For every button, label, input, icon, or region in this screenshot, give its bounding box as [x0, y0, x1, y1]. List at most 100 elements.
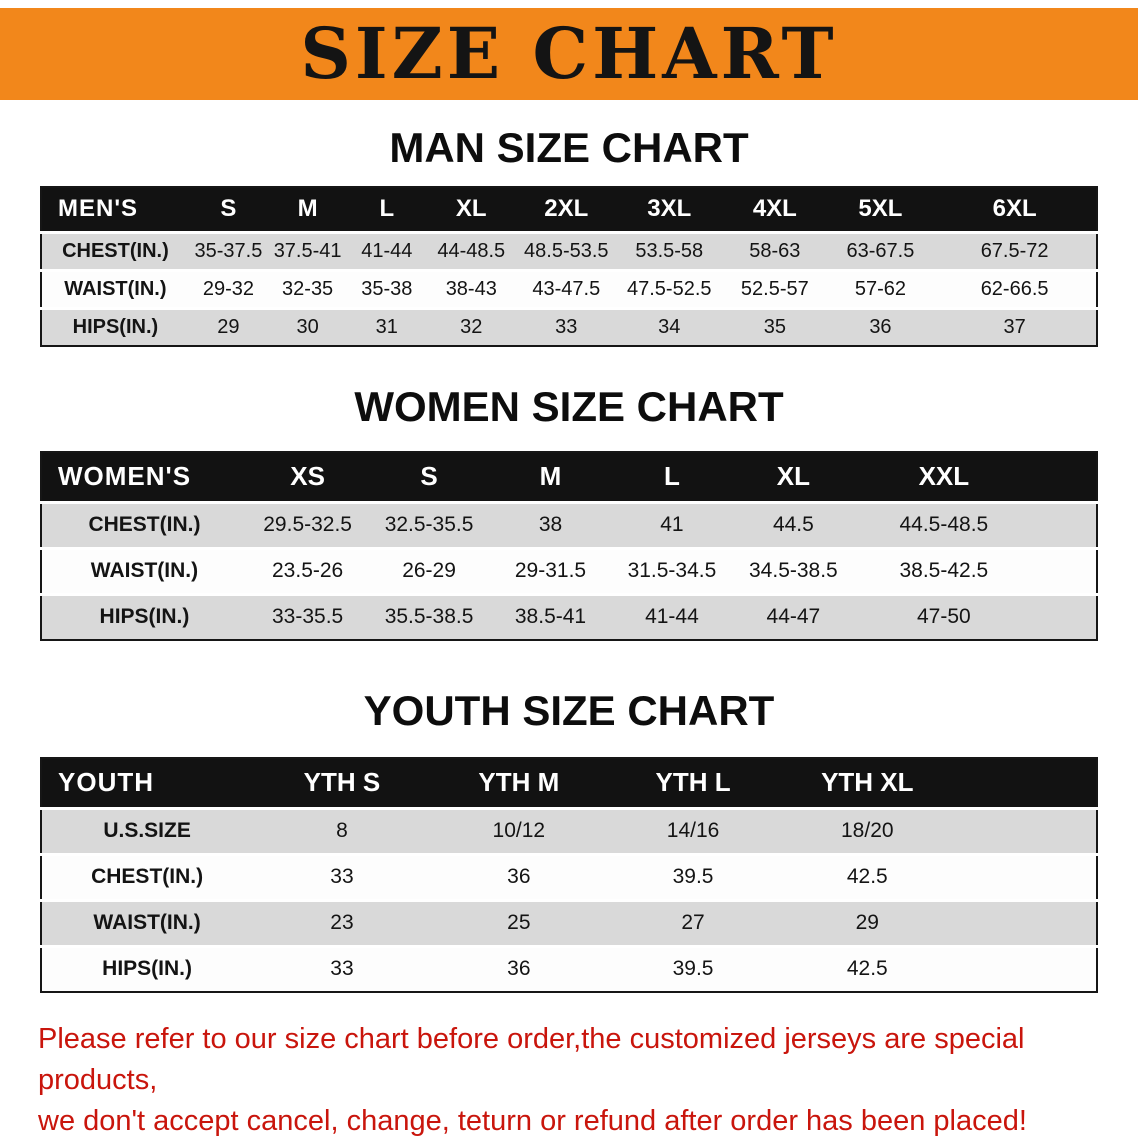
men-table-row: HIPS(IN.) 29 30 31 32 33 34 35 36 37	[41, 306, 1097, 346]
column-header-6xl: 6XL	[933, 187, 1097, 232]
column-header-s: S	[188, 187, 269, 232]
size-value-cell: 29.5-32.5	[246, 500, 369, 548]
size-value-cell: 47-50	[854, 592, 1034, 640]
size-value-cell: 63-67.5	[827, 230, 934, 270]
size-value-cell: 35-37.5	[188, 230, 269, 270]
size-value-cell: 48.5-53.5	[516, 230, 617, 270]
size-value-cell: 8	[252, 806, 432, 854]
size-value-cell: 41	[611, 500, 733, 548]
size-value-cell: 32-35	[268, 268, 348, 308]
women-section-title: WOMEN SIZE CHART	[354, 383, 784, 430]
size-value-cell: 35-38	[347, 268, 427, 308]
size-value-cell: 33	[516, 306, 617, 346]
size-value-cell: 39.5	[605, 944, 781, 992]
women-table-row: WAIST(IN.) 23.5-26 26-29 29-31.5 31.5-34.5 34…	[41, 546, 1097, 594]
size-value-cell: 31.5-34.5	[611, 546, 733, 594]
men-table-row: CHEST(IN.) 35-37.5 37.5-41 41-44 44-48.5 48.5…	[41, 230, 1097, 270]
size-value-cell: 35.5-38.5	[368, 592, 490, 640]
men-size-table: MEN'S S M L XL 2XL 3XL 4XL 5XL 6XL CHEST(IN.) 35-37…	[40, 186, 1098, 347]
column-header-5xl: 5XL	[827, 187, 934, 232]
size-value-cell: 36	[431, 852, 606, 900]
size-value-cell: 42.5	[780, 852, 955, 900]
size-chart-sections: MAN SIZE CHART MEN'S S M L XL 2XL 3XL 4XL 5XL 6XL C…	[0, 124, 1138, 993]
men-header-row: MEN'S S M L XL 2XL 3XL 4XL 5XL 6XL	[41, 187, 1097, 232]
size-value-cell: 44-47	[732, 592, 855, 640]
women-table-row: HIPS(IN.) 33-35.5 35.5-38.5 38.5-41 41-44 44-…	[41, 592, 1097, 640]
size-value-cell: 39.5	[605, 852, 781, 900]
women-size-chart-section: WOMEN SIZE CHART WOMEN'S XS S M L XL XXL CHEST(I…	[0, 383, 1138, 641]
men-table-row: WAIST(IN.) 29-32 32-35 35-38 38-43 43-47.5 47.…	[41, 268, 1097, 308]
size-value-cell: 31	[347, 306, 427, 346]
column-header-m: M	[489, 452, 612, 502]
size-value-cell: 44-48.5	[426, 230, 517, 270]
row-label: CHEST(IN.)	[41, 230, 189, 270]
row-label: U.S.SIZE	[41, 806, 253, 854]
column-header-xl: XL	[732, 452, 855, 502]
size-value-cell: 26-29	[368, 546, 490, 594]
youth-header-row: YOUTH YTH S YTH M YTH L YTH XL	[41, 758, 1097, 808]
row-filler-cell	[954, 806, 1097, 854]
youth-table-row: CHEST(IN.) 33 36 39.5 42.5	[41, 852, 1097, 900]
column-header-xl: XL	[426, 187, 517, 232]
size-value-cell: 33	[252, 852, 432, 900]
row-filler-cell	[954, 852, 1097, 900]
size-value-cell: 33-35.5	[246, 592, 369, 640]
row-label: HIPS(IN.)	[41, 944, 253, 992]
youth-table-row: HIPS(IN.) 33 36 39.5 42.5	[41, 944, 1097, 992]
youth-size-chart-section: YOUTH SIZE CHART YOUTH YTH S YTH M YTH L YTH …	[0, 687, 1138, 993]
size-value-cell: 41-44	[347, 230, 427, 270]
footer-note-line1: Please refer to our size chart before or…	[38, 1023, 1025, 1097]
size-value-cell: 38.5-41	[489, 592, 612, 640]
size-value-cell: 37	[933, 306, 1097, 346]
size-value-cell: 35	[722, 306, 828, 346]
size-value-cell: 58-63	[722, 230, 828, 270]
header-filler-cell	[1033, 452, 1097, 502]
column-header-yth-l: YTH L	[605, 758, 781, 808]
size-value-cell: 29	[188, 306, 269, 346]
size-value-cell: 44.5	[732, 500, 855, 548]
youth-size-table: YOUTH YTH S YTH M YTH L YTH XL U.S.SIZE 8 10/12…	[40, 757, 1098, 993]
row-filler-cell	[1033, 546, 1097, 594]
women-size-table: WOMEN'S XS S M L XL XXL CHEST(IN.) 29.5-32.5 32.5…	[40, 451, 1098, 641]
men-section-title: MAN SIZE CHART	[389, 124, 749, 171]
size-value-cell: 29-31.5	[489, 546, 612, 594]
size-value-cell: 14/16	[605, 806, 781, 854]
row-label: HIPS(IN.)	[41, 306, 189, 346]
youth-table-label: YOUTH	[41, 758, 253, 808]
row-filler-cell	[954, 898, 1097, 946]
size-value-cell: 43-47.5	[516, 268, 617, 308]
size-value-cell: 67.5-72	[933, 230, 1097, 270]
column-header-xs: XS	[246, 452, 369, 502]
row-filler-cell	[954, 944, 1097, 992]
row-label: WAIST(IN.)	[41, 546, 247, 594]
column-header-l: L	[611, 452, 733, 502]
size-value-cell: 38	[489, 500, 612, 548]
youth-section-title: YOUTH SIZE CHART	[363, 687, 775, 734]
size-value-cell: 44.5-48.5	[854, 500, 1034, 548]
size-value-cell: 62-66.5	[933, 268, 1097, 308]
page-title: SIZE CHART	[300, 12, 838, 95]
men-size-chart-section: MAN SIZE CHART MEN'S S M L XL 2XL 3XL 4XL 5XL 6XL C…	[0, 124, 1138, 347]
women-table-label: WOMEN'S	[41, 452, 247, 502]
size-value-cell: 18/20	[780, 806, 955, 854]
size-value-cell: 52.5-57	[722, 268, 828, 308]
row-label: CHEST(IN.)	[41, 500, 247, 548]
column-header-l: L	[347, 187, 427, 232]
footer-note-line2: we don't accept cancel, change, teturn o…	[38, 1105, 1027, 1138]
row-filler-cell	[1033, 592, 1097, 640]
size-value-cell: 29-32	[188, 268, 269, 308]
column-header-yth-xl: YTH XL	[780, 758, 955, 808]
size-value-cell: 10/12	[431, 806, 606, 854]
size-value-cell: 34	[616, 306, 723, 346]
size-chart-banner: SIZE CHART	[0, 8, 1138, 100]
row-label: WAIST(IN.)	[41, 898, 253, 946]
size-value-cell: 23	[252, 898, 432, 946]
row-label: WAIST(IN.)	[41, 268, 189, 308]
column-header-yth-s: YTH S	[252, 758, 432, 808]
size-value-cell: 47.5-52.5	[616, 268, 723, 308]
size-chart-page: { "banner": { "title": "SIZE CHART" }, "…	[0, 8, 1138, 1140]
column-header-yth-m: YTH M	[431, 758, 606, 808]
column-header-m: M	[268, 187, 348, 232]
size-value-cell: 29	[780, 898, 955, 946]
youth-table-row: WAIST(IN.) 23 25 27 29	[41, 898, 1097, 946]
